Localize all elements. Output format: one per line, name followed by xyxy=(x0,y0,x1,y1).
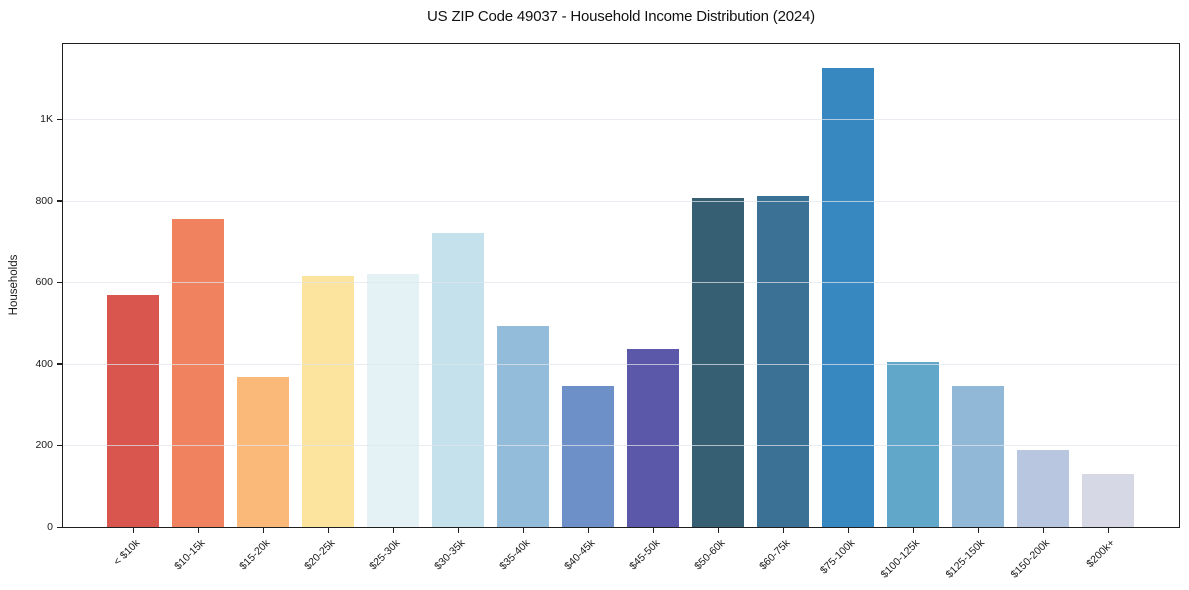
x-tick-label: $150-200k xyxy=(1008,537,1052,581)
bar-$200k+ xyxy=(1082,474,1135,527)
x-tick-mark xyxy=(327,528,330,533)
y-axis-label: Households xyxy=(8,254,20,316)
y-tick-mark xyxy=(57,363,62,365)
y-tick-label: 800 xyxy=(35,194,53,207)
x-tick-mark xyxy=(782,528,785,533)
bar-$45-50k xyxy=(627,348,680,527)
x-tick-mark xyxy=(977,528,980,533)
bar-$75-100k xyxy=(822,67,875,527)
bar-$40-45k xyxy=(562,386,615,527)
x-tick-label: $125-150k xyxy=(943,537,987,581)
x-tick-label: $40-45k xyxy=(561,537,597,573)
x-tick-label: $100-125k xyxy=(878,537,922,581)
x-tick-label: $200k+ xyxy=(1083,537,1117,571)
gridline-600 xyxy=(63,282,1179,284)
x-tick-mark xyxy=(262,528,265,533)
x-tick-label: $50-60k xyxy=(691,537,727,573)
x-tick-label: $30-35k xyxy=(431,537,467,573)
y-tick-label: 400 xyxy=(35,357,53,370)
bar-$30-35k xyxy=(432,232,485,527)
bar-$50-60k xyxy=(692,198,745,527)
x-tick-mark xyxy=(1042,528,1045,533)
x-tick-label: < $10k xyxy=(110,537,142,568)
x-tick-label: $75-100k xyxy=(817,537,857,577)
x-tick-label: $60-75k xyxy=(756,537,792,573)
bar-$10-15k xyxy=(172,219,225,527)
gridline-400 xyxy=(63,363,1179,365)
y-tick-label: 600 xyxy=(35,276,53,289)
x-tick-mark xyxy=(652,528,655,533)
bar-$100-125k xyxy=(887,362,940,527)
y-tick-label: 200 xyxy=(35,439,53,452)
chart-title: US ZIP Code 49037 - Household Income Dis… xyxy=(427,8,815,25)
gridline-200 xyxy=(63,445,1179,447)
x-tick-mark xyxy=(132,528,135,533)
x-tick-mark xyxy=(392,528,395,533)
gridline-800 xyxy=(63,200,1179,202)
y-tick-mark xyxy=(57,200,62,202)
y-tick-mark xyxy=(57,118,62,121)
x-tick-mark xyxy=(1107,528,1110,533)
bar-$20-25k xyxy=(302,276,355,527)
x-tick-mark xyxy=(457,528,460,533)
bar-$60-75k xyxy=(757,196,810,527)
y-tick-mark xyxy=(57,526,62,528)
gridline-1K xyxy=(63,119,1179,121)
x-tick-mark xyxy=(912,528,915,533)
y-tick-mark xyxy=(57,281,62,284)
bar-$35-40k xyxy=(497,326,550,527)
x-tick-label: $10-15k xyxy=(171,537,207,573)
bar-$25-30k xyxy=(367,274,420,527)
x-tick-label: $15-20k xyxy=(236,537,272,573)
x-tick-mark xyxy=(587,528,590,533)
y-tick-label: 0 xyxy=(47,521,53,533)
x-tick-mark xyxy=(522,528,525,533)
y-tick-mark xyxy=(57,444,62,447)
bar-< $10k xyxy=(107,294,160,527)
x-tick-label: $25-30k xyxy=(366,537,402,573)
bar-$150-200k xyxy=(1017,450,1070,527)
x-tick-mark xyxy=(197,528,200,533)
x-tick-label: $35-40k xyxy=(496,537,532,573)
bar-$15-20k xyxy=(237,377,290,527)
x-tick-mark xyxy=(847,528,850,533)
x-tick-label: $45-50k xyxy=(626,537,662,573)
x-tick-mark xyxy=(717,528,720,533)
x-tick-label: $20-25k xyxy=(301,537,337,573)
bar-$125-150k xyxy=(952,386,1005,527)
y-tick-label: 1K xyxy=(40,113,53,126)
plot-area xyxy=(62,43,1180,528)
